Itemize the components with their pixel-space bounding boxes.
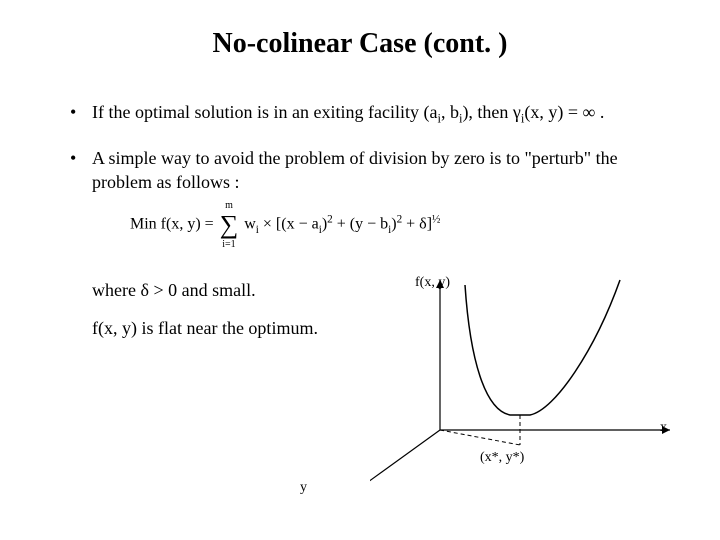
sum-lower: i=1 [220,239,239,250]
axis-label-f: f(x, y) [415,275,450,291]
optimum-label: (x*, y*) [480,450,524,466]
page-title: No-colinear Case (cont. ) [0,28,720,60]
formula-body-6: + δ] [402,216,432,233]
slide: No-colinear Case (cont. ) If the optimal… [0,0,720,540]
bullet-1-text-a: If the optimal solution is in an exiting… [92,102,437,122]
formula-body-1: w [240,216,256,233]
formula-body-4: + (y − b [333,216,388,233]
gamma-expression: γi(x, y) = ∞ [513,100,595,128]
formula-body-2: × [(x − a [259,216,319,233]
bullet-1-period: . [595,102,604,122]
formula-lead: Min f(x, y) = [130,216,218,233]
axis-label-y: y [300,480,307,496]
sum-upper: m [220,200,239,211]
note-delta: where δ > 0 and small. [92,280,256,301]
axis-y [370,430,440,495]
sigma-symbol: ∑ [220,210,239,239]
bullet-1-text-b: , b [441,102,459,122]
chart-3d-axes [370,270,690,520]
drop-line-proj [440,430,520,445]
gamma-rest: (x, y) = ∞ [524,102,595,122]
formula-exp-3: ½ [432,213,440,225]
bullet-2: A simple way to avoid the problem of div… [70,146,670,195]
axis-label-x: x [660,420,667,436]
gamma-symbol: γ [513,102,521,122]
curve [465,280,620,415]
note-flat: f(x, y) is flat near the optimum. [92,318,318,339]
bullet-1: If the optimal solution is in an exiting… [70,100,670,128]
summation: m∑i=1 [220,212,239,238]
bullet-list: If the optimal solution is in an exiting… [70,100,670,212]
bullet-1-text-c: ), then [462,102,512,122]
formula: Min f(x, y) = m∑i=1 wi × [(x − ai)2 + (y… [130,212,440,238]
